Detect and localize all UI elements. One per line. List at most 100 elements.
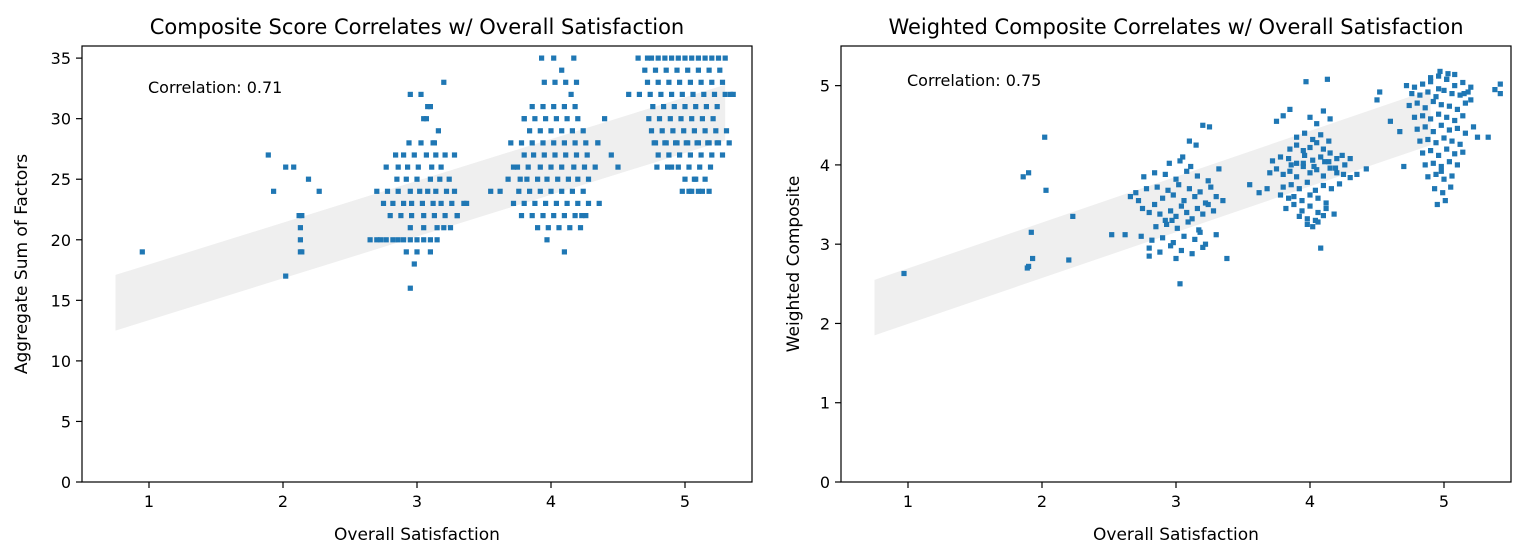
data-point	[1452, 117, 1458, 124]
data-point	[427, 104, 433, 110]
data-point	[383, 237, 389, 243]
data-point	[423, 152, 429, 158]
data-point	[390, 200, 396, 206]
data-point	[1024, 265, 1030, 271]
x-tick-label: 4	[1305, 492, 1315, 511]
data-point	[1387, 118, 1393, 124]
data-point	[559, 188, 565, 194]
data-point	[417, 188, 423, 194]
data-point	[1286, 195, 1292, 201]
data-point	[1135, 198, 1142, 204]
data-point	[1020, 174, 1026, 180]
data-point	[1323, 200, 1329, 206]
data-point	[401, 200, 407, 206]
data-point	[1311, 163, 1317, 170]
data-point	[1318, 245, 1324, 251]
data-point	[518, 213, 525, 219]
data-point	[1177, 158, 1183, 164]
data-point	[687, 152, 693, 158]
data-point	[421, 213, 427, 219]
data-point	[697, 164, 703, 170]
data-point	[384, 188, 391, 194]
data-point	[1315, 209, 1321, 216]
data-point	[1300, 163, 1306, 170]
data-point	[702, 55, 708, 61]
data-point	[655, 152, 661, 158]
data-point	[529, 104, 535, 110]
data-point	[561, 249, 567, 255]
data-point	[901, 270, 907, 277]
data-point	[595, 140, 601, 146]
data-point	[541, 152, 547, 158]
data-point	[722, 91, 728, 97]
data-point	[585, 200, 592, 206]
data-point	[635, 55, 641, 61]
data-point	[1422, 105, 1428, 111]
data-point	[1224, 255, 1230, 262]
data-point	[1460, 79, 1466, 86]
data-point	[401, 152, 407, 158]
data-point	[1109, 232, 1115, 238]
data-point	[497, 188, 503, 194]
x-tick-label: 1	[144, 492, 154, 511]
data-point	[556, 225, 562, 231]
data-point	[1428, 148, 1434, 154]
chart-right-annotation: Correlation: 0.75	[907, 71, 1041, 90]
data-point	[580, 188, 586, 194]
data-point	[1420, 150, 1426, 156]
data-point	[1157, 249, 1163, 255]
data-point	[571, 164, 577, 170]
data-point	[1442, 198, 1448, 204]
data-point	[1312, 187, 1318, 193]
data-point	[689, 55, 695, 61]
data-point	[1314, 140, 1320, 146]
data-point	[1409, 91, 1415, 97]
data-point	[1178, 203, 1184, 209]
data-point	[565, 176, 571, 182]
data-point	[1180, 154, 1186, 160]
data-point	[1030, 255, 1036, 262]
data-point	[1146, 209, 1152, 216]
y-tick-label: 1	[820, 394, 830, 413]
data-point	[663, 67, 669, 73]
data-point	[1162, 171, 1168, 177]
data-point	[1327, 116, 1333, 122]
data-point	[537, 164, 543, 170]
chart-right: Weighted Composite Correlates w/ Overall…	[784, 15, 1512, 545]
data-point	[679, 188, 685, 194]
chart-right-x-axis-label: Overall Satisfaction	[1093, 525, 1259, 545]
data-point	[1296, 186, 1302, 192]
data-point	[418, 140, 424, 146]
data-point	[1165, 187, 1171, 193]
data-point	[525, 164, 531, 170]
data-point	[1411, 84, 1418, 90]
data-point	[514, 164, 521, 170]
data-point	[685, 67, 691, 73]
chart-left-x-axis-label: Overall Satisfaction	[334, 525, 500, 545]
data-point	[1162, 217, 1168, 223]
data-point	[1448, 184, 1454, 190]
data-point	[1414, 100, 1420, 106]
data-point	[705, 140, 711, 146]
data-point	[1452, 151, 1458, 157]
data-point	[1291, 201, 1297, 208]
data-point	[1185, 219, 1191, 225]
data-point	[1420, 81, 1426, 87]
data-point	[569, 188, 575, 194]
data-point	[461, 200, 467, 206]
data-point	[1461, 91, 1467, 97]
data-point	[571, 55, 577, 61]
data-point	[1441, 176, 1447, 182]
data-point	[1462, 130, 1468, 136]
data-point	[390, 237, 396, 243]
data-point	[1363, 166, 1369, 172]
data-point	[1160, 235, 1166, 241]
data-point	[403, 249, 409, 255]
data-point	[553, 116, 559, 122]
data-point	[1143, 186, 1150, 192]
data-point	[271, 188, 277, 194]
chart-left-y-axis-label: Aggregate Sum of Factors	[12, 154, 32, 374]
data-point	[1066, 257, 1072, 263]
data-point	[568, 91, 574, 97]
data-point	[1194, 173, 1200, 179]
